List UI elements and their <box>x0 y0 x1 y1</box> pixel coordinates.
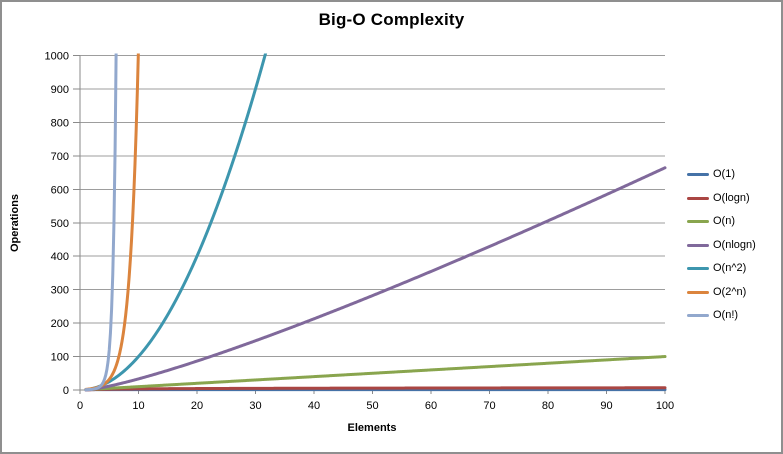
x-tick-label: 50 <box>366 400 378 412</box>
y-tick-label: 1000 <box>45 51 69 63</box>
y-tick-label: 500 <box>51 218 69 230</box>
chart-title: Big-O Complexity <box>318 10 465 29</box>
y-tick-label: 300 <box>51 285 69 297</box>
y-tick-label: 100 <box>51 352 69 364</box>
legend-item-4[interactable]: O(n^2) <box>687 262 756 275</box>
legend-item-3[interactable]: O(nlogn) <box>687 239 756 252</box>
legend-swatch-icon <box>687 220 709 223</box>
series-line-6 <box>84 53 118 392</box>
y-tick-label: 600 <box>51 184 69 196</box>
legend-item-2[interactable]: O(n) <box>687 215 756 228</box>
legend-swatch-icon <box>687 290 709 294</box>
legend-label: O(n) <box>713 215 735 227</box>
x-tick-label: 90 <box>600 400 612 412</box>
x-tick-label: 60 <box>425 400 437 412</box>
legend-swatch-icon <box>687 173 709 176</box>
legend-label: O(logn) <box>713 191 750 204</box>
legend-item-1[interactable]: O(logn) <box>687 192 756 205</box>
axes <box>73 55 666 394</box>
x-tick-label: 0 <box>77 400 83 412</box>
legend-item-0[interactable]: O(1) <box>687 168 756 181</box>
x-tick-label: 100 <box>656 400 674 412</box>
legend-swatch-icon <box>687 243 709 247</box>
legend-label: O(nlogn) <box>713 238 756 251</box>
legend-item-5[interactable]: O(2^n) <box>687 286 756 299</box>
y-tick-label: 200 <box>51 318 69 330</box>
y-tick-label: 0 <box>63 385 69 397</box>
legend-label: O(n!) <box>713 309 739 321</box>
x-tick-label: 10 <box>132 400 144 412</box>
y-tick-label: 900 <box>51 84 69 96</box>
legend-item-6[interactable]: O(n!) <box>687 309 756 322</box>
x-tick-label: 80 <box>542 400 554 412</box>
legend-label: O(2^n) <box>713 285 747 298</box>
x-axis-title: Elements <box>347 422 397 434</box>
gridlines <box>80 55 665 358</box>
series-line-2 <box>84 355 667 392</box>
legend-swatch-icon <box>687 314 709 317</box>
series-line-1 <box>84 386 667 392</box>
series-line-3 <box>84 166 667 392</box>
legend-label: O(1) <box>713 168 735 180</box>
x-tick-label: 20 <box>191 400 203 412</box>
legend: O(1) O(logn) O(n) O(nlogn) O(n^2) O(2^n) O(n!) <box>687 168 756 322</box>
legend-label: O(n^2) <box>713 262 747 274</box>
x-tick-label: 30 <box>249 400 261 412</box>
x-tick-label: 40 <box>308 400 320 412</box>
legend-swatch-icon <box>687 267 709 270</box>
series-lines <box>84 53 667 392</box>
y-tick-label: 700 <box>51 151 69 163</box>
legend-swatch-icon <box>687 196 709 200</box>
x-tick-label: 70 <box>483 400 495 412</box>
y-tick-label: 400 <box>51 251 69 263</box>
y-tick-label: 800 <box>51 117 69 129</box>
series-line-4 <box>84 53 268 392</box>
tick-labels: 0 100 200 300 400 500 600 700 800 900 1000 0 10 20 30 4… <box>45 51 675 413</box>
